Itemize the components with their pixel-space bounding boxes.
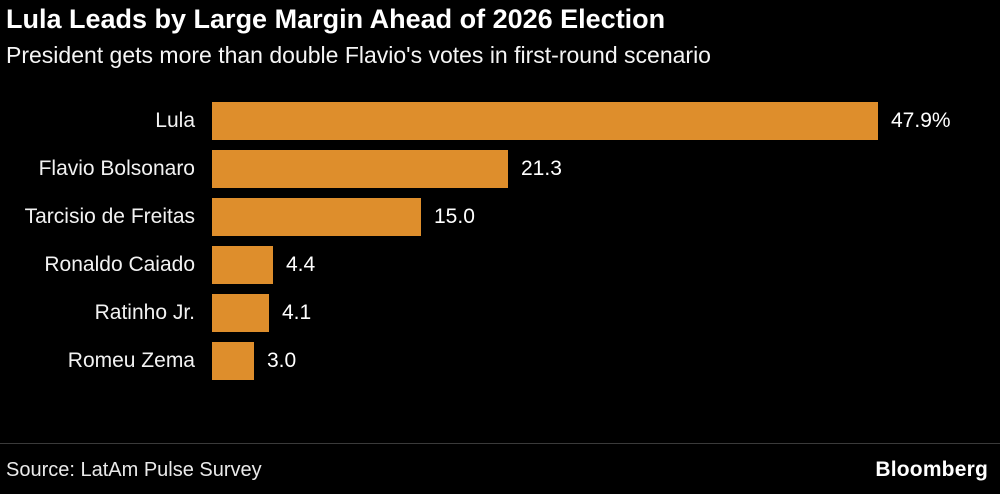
bar-row: Lula 47.9% <box>0 97 1000 145</box>
bar-value: 21.3 <box>521 157 562 181</box>
bar-label: Ronaldo Caiado <box>44 253 195 277</box>
source-note: Source: LatAm Pulse Survey <box>6 458 262 481</box>
bar-track: 3.0 <box>212 342 1000 381</box>
bar-row: Tarcisio de Freitas 15.0 <box>0 193 1000 241</box>
bar-track: 4.4 <box>212 246 1000 285</box>
bar <box>212 150 508 189</box>
bar-track: 21.3 <box>212 150 1000 189</box>
bar-track: 15.0 <box>212 198 1000 237</box>
bar-chart: Lula 47.9% Flavio Bolsonaro 21.3 Tarcisio de… <box>0 97 1000 385</box>
bloomberg-logo: Bloomberg <box>875 458 988 481</box>
bar-track: 47.9% <box>212 102 1000 141</box>
chart-title: Lula Leads by Large Margin Ahead of 2026… <box>6 4 666 34</box>
bar-value: 47.9% <box>891 109 951 133</box>
bar-label: Ratinho Jr. <box>94 301 195 325</box>
chart-subtitle: President gets more than double Flavio's… <box>6 42 711 69</box>
bar-value: 3.0 <box>267 349 297 373</box>
bar-value: 15.0 <box>434 205 475 229</box>
bar <box>212 198 421 237</box>
bar <box>212 342 254 381</box>
bar-label: Lula <box>155 109 195 133</box>
bar-label: Tarcisio de Freitas <box>24 205 195 229</box>
bar <box>212 102 878 141</box>
chart-footer: Source: LatAm Pulse Survey Bloomberg <box>0 443 1000 494</box>
bar <box>212 246 273 285</box>
bar-track: 4.1 <box>212 294 1000 333</box>
bar-row: Ratinho Jr. 4.1 <box>0 289 1000 337</box>
bar-row: Flavio Bolsonaro 21.3 <box>0 145 1000 193</box>
chart-header: Lula Leads by Large Margin Ahead of 2026… <box>0 0 1000 69</box>
bar <box>212 294 269 333</box>
bar-row: Romeu Zema 3.0 <box>0 337 1000 385</box>
bar-row: Ronaldo Caiado 4.4 <box>0 241 1000 289</box>
bar-value: 4.1 <box>282 301 312 325</box>
bar-label: Romeu Zema <box>67 349 195 373</box>
bar-value: 4.4 <box>286 253 316 277</box>
bar-label: Flavio Bolsonaro <box>38 157 195 181</box>
